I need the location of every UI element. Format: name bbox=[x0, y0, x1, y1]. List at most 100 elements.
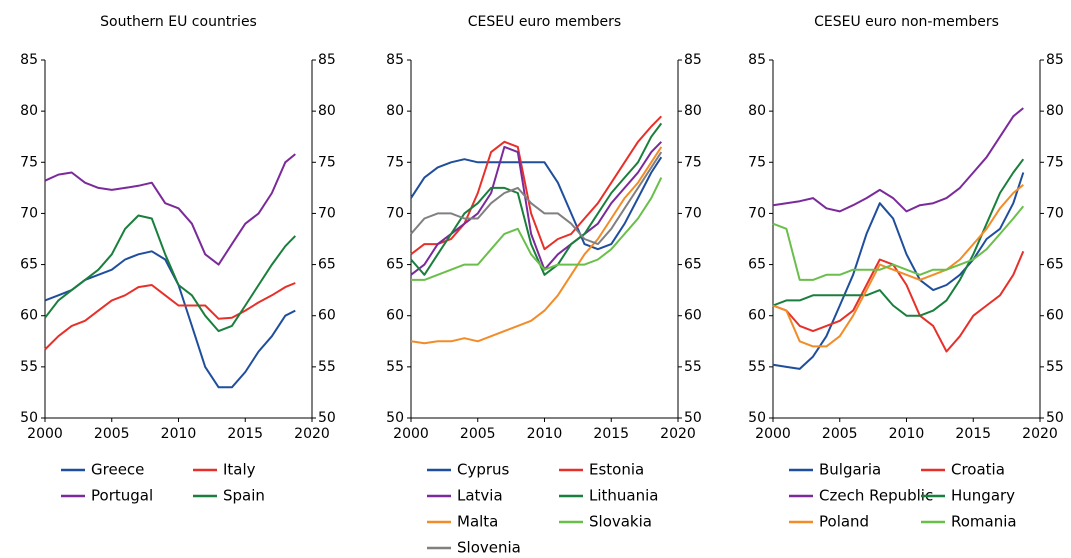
x-tick-label: 2015 bbox=[955, 426, 991, 442]
series-line bbox=[410, 122, 663, 276]
series-line bbox=[44, 153, 296, 266]
y2-tick-label: 60 bbox=[318, 308, 336, 324]
y2-tick-label: 60 bbox=[684, 308, 702, 324]
y-tick-label: 50 bbox=[20, 410, 38, 426]
y-tick-label: 70 bbox=[748, 205, 766, 221]
y-tick-label: 80 bbox=[748, 103, 766, 119]
series-line bbox=[410, 156, 663, 251]
series-line bbox=[411, 177, 663, 281]
series-line bbox=[44, 282, 296, 351]
series-line bbox=[772, 250, 1025, 353]
y2-tick-label: 65 bbox=[1046, 257, 1064, 273]
legend-label: Spain bbox=[223, 487, 265, 505]
y-tick-label: 65 bbox=[20, 257, 38, 273]
series-line bbox=[44, 250, 296, 389]
y-tick-label: 80 bbox=[386, 103, 404, 119]
legend-label: Czech Republic bbox=[819, 487, 933, 505]
legend-label: Slovenia bbox=[457, 539, 521, 557]
series-line bbox=[410, 146, 663, 345]
y2-tick-label: 60 bbox=[1046, 308, 1064, 324]
panel-title: Southern EU countries bbox=[100, 14, 257, 30]
y2-tick-label: 85 bbox=[1046, 52, 1064, 68]
x-tick-label: 2000 bbox=[755, 426, 791, 442]
legend-label: Cyprus bbox=[457, 461, 510, 479]
y-tick-label: 75 bbox=[20, 154, 38, 170]
legend-label: Bulgaria bbox=[819, 461, 881, 479]
y-tick-label: 65 bbox=[386, 257, 404, 273]
y2-tick-label: 55 bbox=[684, 359, 702, 375]
series-line bbox=[772, 205, 1025, 281]
y2-tick-label: 80 bbox=[1046, 103, 1064, 119]
series-line bbox=[772, 107, 1024, 213]
x-tick-label: 2020 bbox=[660, 426, 696, 442]
y2-tick-label: 50 bbox=[318, 410, 336, 426]
legend-label: Hungary bbox=[951, 487, 1015, 505]
y-tick-label: 55 bbox=[20, 359, 38, 375]
y2-tick-label: 55 bbox=[1046, 359, 1064, 375]
y-tick-label: 60 bbox=[748, 308, 766, 324]
x-tick-label: 2000 bbox=[27, 426, 63, 442]
y-tick-label: 70 bbox=[20, 205, 38, 221]
x-tick-label: 2000 bbox=[393, 426, 429, 442]
y-tick-label: 60 bbox=[386, 308, 404, 324]
y-tick-label: 80 bbox=[20, 103, 38, 119]
y-tick-label: 75 bbox=[386, 154, 404, 170]
y2-tick-label: 80 bbox=[684, 103, 702, 119]
x-tick-label: 2015 bbox=[593, 426, 629, 442]
legend-label: Portugal bbox=[91, 487, 153, 505]
y2-tick-label: 80 bbox=[318, 103, 336, 119]
x-tick-label: 2005 bbox=[460, 426, 496, 442]
y2-tick-label: 50 bbox=[684, 410, 702, 426]
x-tick-label: 2010 bbox=[889, 426, 925, 442]
x-tick-label: 2005 bbox=[94, 426, 130, 442]
y-tick-label: 50 bbox=[386, 410, 404, 426]
series-line bbox=[772, 172, 1025, 370]
legend-label: Italy bbox=[223, 461, 256, 479]
y-tick-label: 65 bbox=[748, 257, 766, 273]
legend-label: Romania bbox=[951, 513, 1017, 531]
y-tick-label: 75 bbox=[748, 154, 766, 170]
series-line bbox=[772, 158, 1025, 317]
legend-label: Poland bbox=[819, 513, 869, 531]
series-line bbox=[410, 151, 663, 246]
legend-label: Malta bbox=[457, 513, 498, 531]
x-tick-label: 2015 bbox=[227, 426, 263, 442]
panel-title: CESEU euro members bbox=[468, 14, 621, 30]
legend-label: Lithuania bbox=[589, 487, 658, 505]
y2-tick-label: 75 bbox=[684, 154, 702, 170]
y-tick-label: 55 bbox=[386, 359, 404, 375]
legend-label: Greece bbox=[91, 461, 144, 479]
y-tick-label: 50 bbox=[748, 410, 766, 426]
y2-tick-label: 75 bbox=[318, 154, 336, 170]
x-tick-label: 2010 bbox=[527, 426, 563, 442]
y-tick-label: 85 bbox=[20, 52, 38, 68]
y-tick-label: 85 bbox=[386, 52, 404, 68]
y-tick-label: 55 bbox=[748, 359, 766, 375]
series-line bbox=[44, 214, 297, 333]
y-tick-label: 70 bbox=[386, 205, 404, 221]
y2-tick-label: 55 bbox=[318, 359, 336, 375]
series-line bbox=[410, 115, 663, 256]
y-tick-label: 85 bbox=[748, 52, 766, 68]
y2-tick-label: 65 bbox=[684, 257, 702, 273]
x-tick-label: 2005 bbox=[822, 426, 858, 442]
y2-tick-label: 85 bbox=[684, 52, 702, 68]
x-tick-label: 2010 bbox=[161, 426, 197, 442]
y2-tick-label: 65 bbox=[318, 257, 336, 273]
legend-label: Slovakia bbox=[589, 513, 652, 531]
legend-label: Estonia bbox=[589, 461, 644, 479]
y2-tick-label: 75 bbox=[1046, 154, 1064, 170]
x-tick-label: 2020 bbox=[1022, 426, 1058, 442]
legend-label: Latvia bbox=[457, 487, 503, 505]
y2-tick-label: 85 bbox=[318, 52, 336, 68]
x-tick-label: 2020 bbox=[294, 426, 330, 442]
y2-tick-label: 70 bbox=[1046, 205, 1064, 221]
y2-tick-label: 70 bbox=[684, 205, 702, 221]
panel-title: CESEU euro non-members bbox=[814, 14, 999, 30]
y-tick-label: 60 bbox=[20, 308, 38, 324]
y2-tick-label: 50 bbox=[1046, 410, 1064, 426]
legend-label: Croatia bbox=[951, 461, 1005, 479]
y2-tick-label: 70 bbox=[318, 205, 336, 221]
series-line bbox=[772, 184, 1024, 348]
